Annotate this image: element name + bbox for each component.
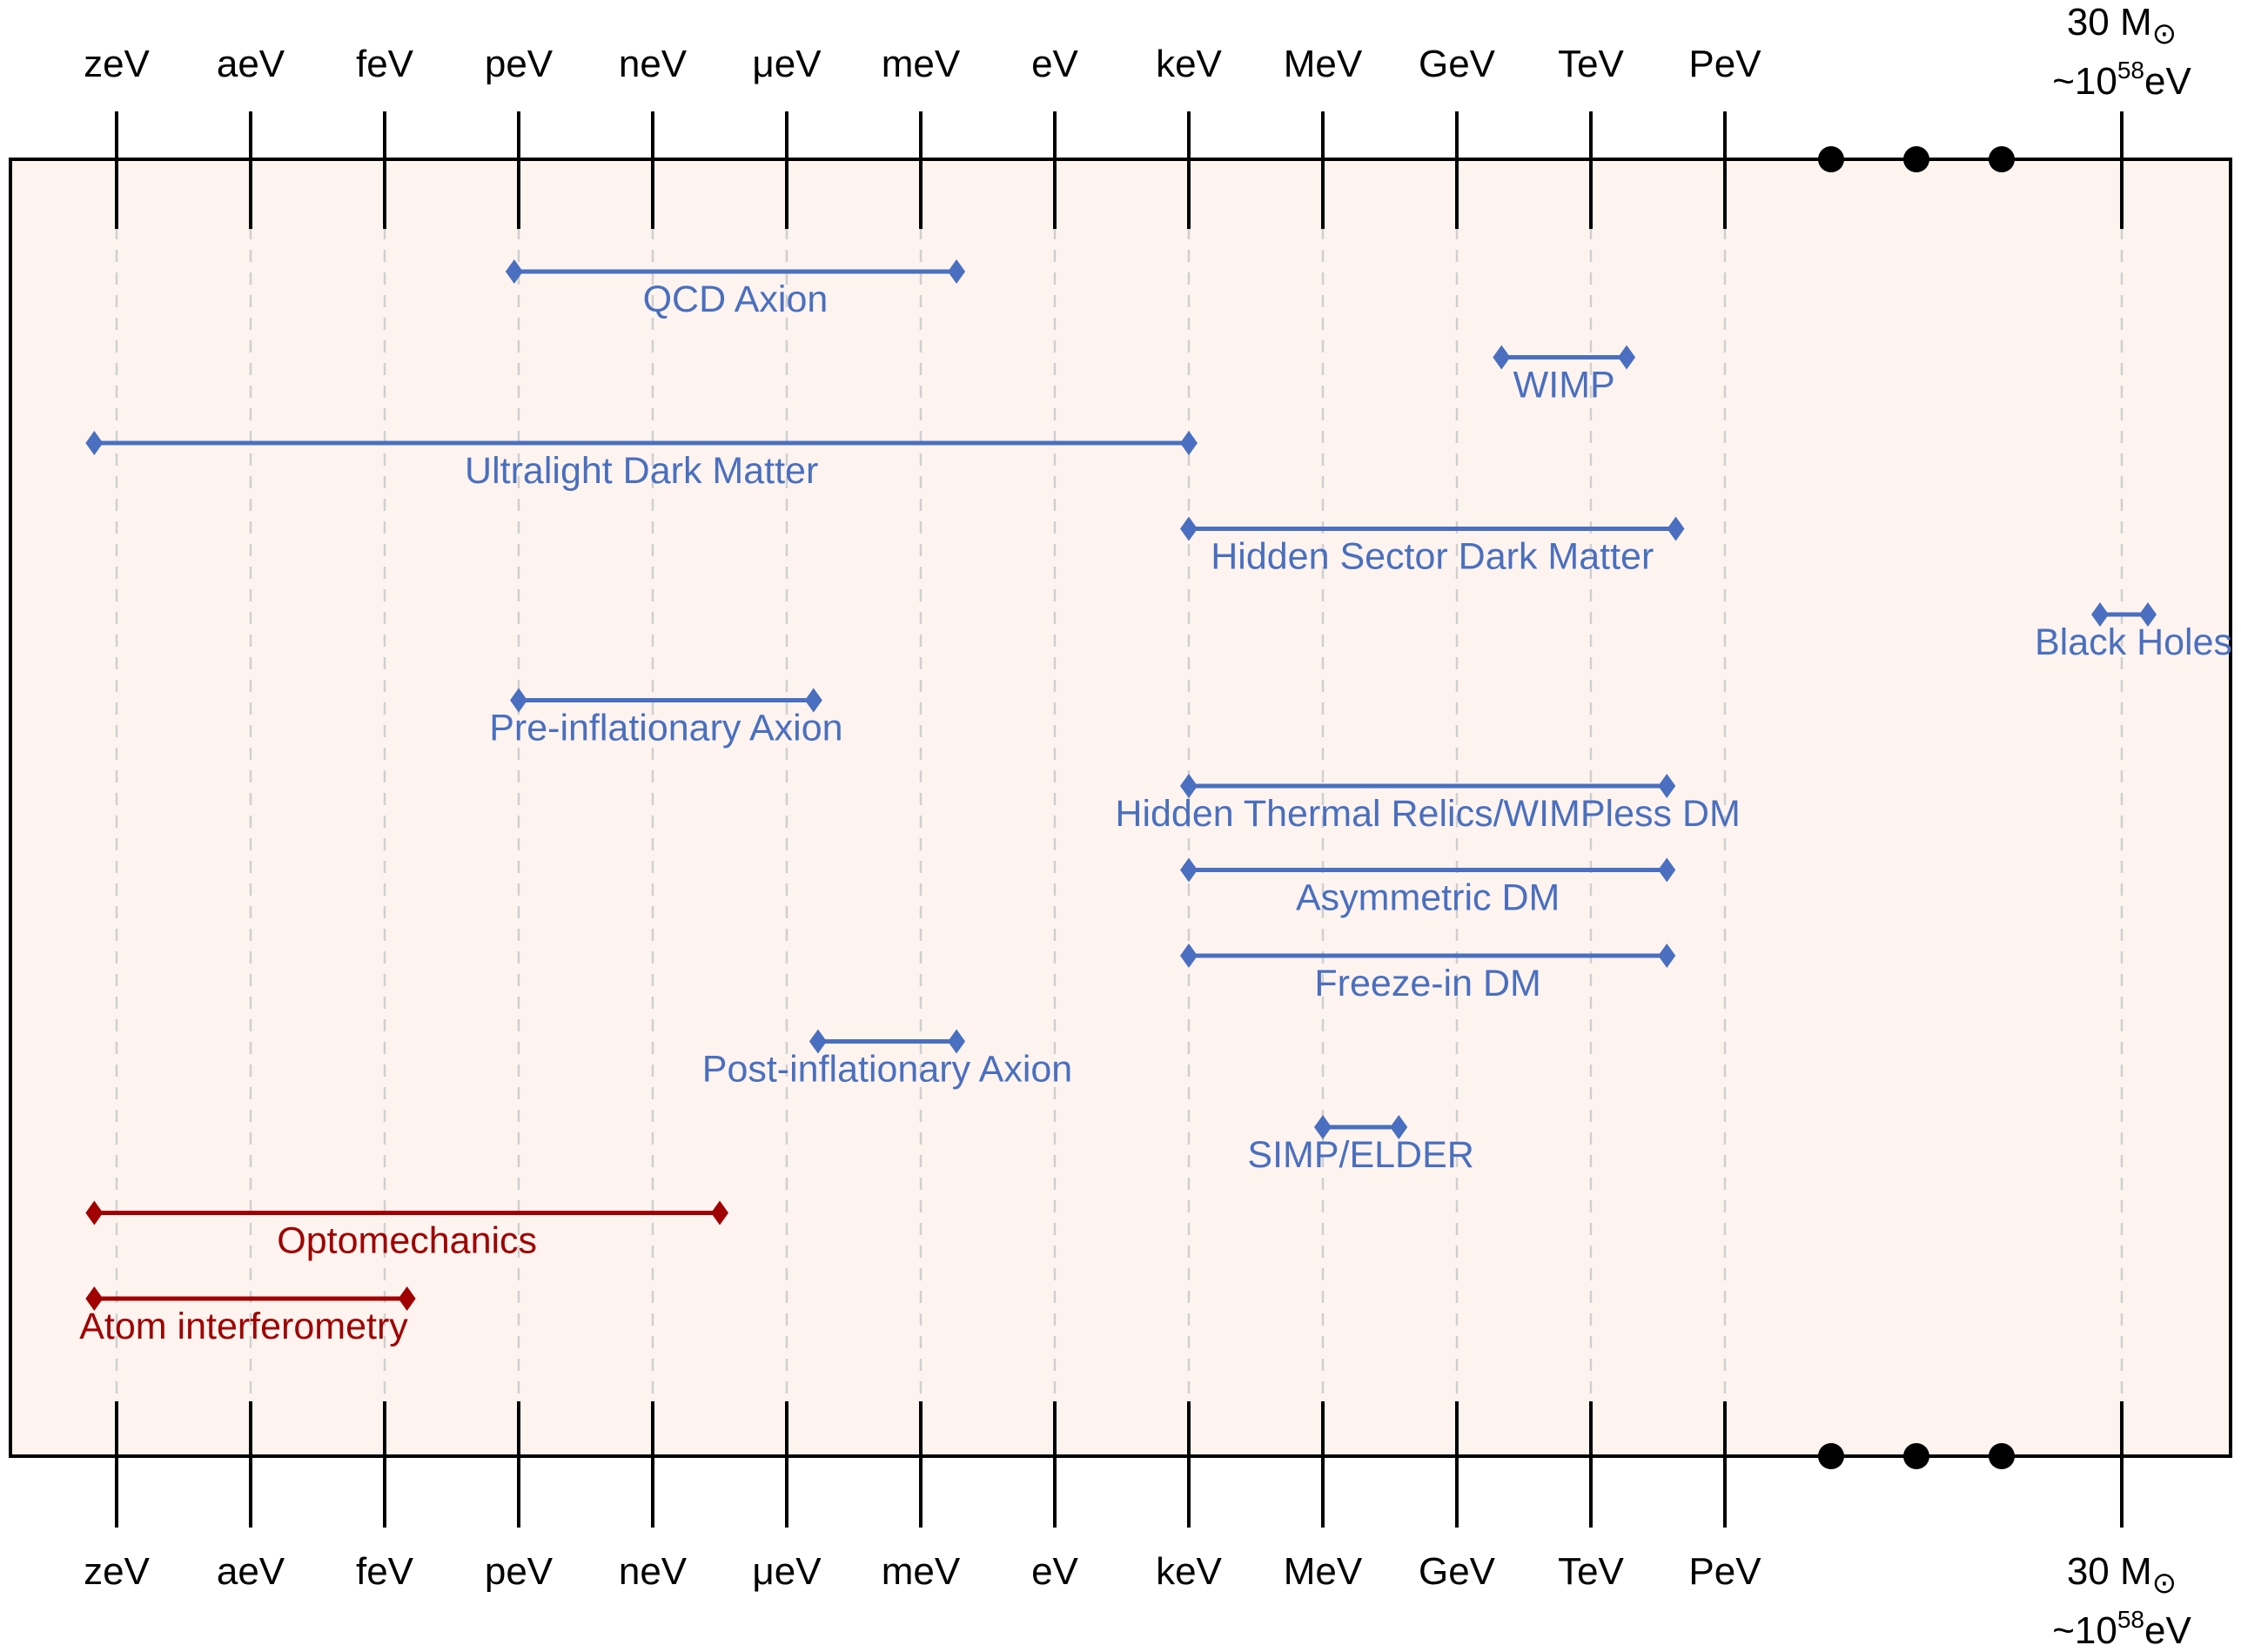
ranges (85, 259, 2157, 1311)
far-tick-mass: 30 M (2067, 1, 2152, 44)
range-label: Atom interferometry (79, 1306, 408, 1347)
range-end-marker (948, 259, 966, 284)
tick-label-bottom: feV (356, 1550, 414, 1593)
axis-break-dot-top (1818, 146, 1844, 172)
sun-symbol-icon: ⊙ (2152, 17, 2177, 50)
range-end-marker (1180, 431, 1198, 455)
range-label: WIMP (1513, 365, 1615, 406)
tick-label-top: aeV (217, 43, 285, 85)
tick-label-top: TeV (1558, 43, 1624, 85)
tick-label-bottom: zeV (84, 1550, 150, 1593)
range-end-marker (1618, 345, 1636, 370)
range-start-marker (1493, 345, 1511, 370)
range-start-marker (85, 431, 104, 455)
range-label: Freeze-in DM (1314, 963, 1540, 1004)
tick-label-top: meV (882, 43, 961, 85)
tick-label-top: PeV (1688, 43, 1761, 85)
range-end-marker (1390, 1115, 1408, 1139)
far-tick-label-line2-bottom: ~1058eV (2052, 1606, 2191, 1652)
range-label: Asymmetric DM (1296, 877, 1560, 919)
range-start-marker (510, 688, 527, 713)
sun-symbol-icon: ⊙ (2152, 1567, 2177, 1600)
range-start-marker (1314, 1115, 1332, 1139)
axis-break-dot-bottom (1818, 1443, 1844, 1469)
labels: zeV zeV aeV aeV feV feV peV peV neV neV μeV μeV meV m… (79, 1, 2241, 1652)
range-label: Hidden Sector Dark Matter (1211, 536, 1654, 578)
tick-label-top: zeV (84, 43, 150, 85)
range-start-marker (1180, 516, 1198, 541)
range-end-marker (1658, 857, 1676, 883)
range-start-marker (1180, 944, 1198, 968)
plot-area (9, 158, 2232, 1458)
range-end-marker (398, 1286, 416, 1311)
range-start-marker (85, 1200, 104, 1226)
tick-label-top: eV (1031, 43, 1078, 85)
axis-break-dot-bottom (1989, 1443, 2015, 1469)
far-tick-label-line1-top: 30 M⊙ (2067, 1, 2177, 50)
tick-label-bottom: eV (1031, 1550, 1078, 1593)
tick-label-top: MeV (1284, 43, 1363, 85)
tick-label-bottom: GeV (1419, 1550, 1496, 1593)
tick-label-top: keV (1156, 43, 1222, 85)
range-start-marker (1180, 857, 1198, 883)
far-tick-label-line1-bottom: 30 M⊙ (2067, 1550, 2177, 1600)
range-label: Hidden Thermal Relics/WIMPless DM (1115, 793, 1740, 835)
far-tick-exponent: 58 (2117, 1606, 2144, 1633)
range-end-marker (1658, 944, 1676, 968)
range-end-marker (711, 1200, 728, 1226)
far-tick-exponent: 58 (2117, 57, 2144, 84)
axis-ticks (115, 111, 2124, 1528)
range-end-marker (948, 1029, 966, 1054)
tick-label-bottom: μeV (752, 1550, 822, 1593)
range-start-marker (809, 1029, 827, 1054)
range-label: Pre-inflationary Axion (489, 708, 842, 749)
range-end-marker (804, 688, 822, 713)
range-start-marker (1180, 774, 1198, 798)
far-tick-prefix: ~10 (2052, 1609, 2117, 1652)
range-start-marker (85, 1286, 104, 1311)
tick-label-bottom: aeV (217, 1550, 285, 1593)
tick-label-bottom: MeV (1284, 1550, 1363, 1593)
range-label: Post-inflationary Axion (702, 1049, 1072, 1091)
range-label: QCD Axion (643, 279, 829, 320)
tick-label-bottom: PeV (1688, 1550, 1761, 1593)
axis-break-dot-top (1903, 146, 1929, 172)
tick-label-bottom: neV (619, 1550, 688, 1593)
far-tick-label-line2-top: ~1058eV (2052, 57, 2191, 103)
axis-break-dot-bottom (1903, 1443, 1929, 1469)
tick-label-top: peV (485, 43, 554, 85)
range-end-marker (2139, 602, 2157, 627)
far-tick-unit: eV (2144, 60, 2191, 103)
tick-label-top: GeV (1419, 43, 1496, 85)
tick-label-bottom: meV (882, 1550, 961, 1593)
axis-break-marker: • • • (2236, 1646, 2241, 1650)
axis-break-dot-top (1989, 146, 2015, 172)
tick-label-top: feV (356, 43, 414, 85)
tick-label-bottom: peV (485, 1550, 554, 1593)
range-end-marker (1667, 516, 1685, 541)
far-tick-unit: eV (2144, 1609, 2191, 1652)
tick-label-bottom: TeV (1558, 1550, 1624, 1593)
range-label: Black Holes (2035, 621, 2232, 663)
range-label: SIMP/ELDER (1247, 1134, 1473, 1176)
range-start-marker (505, 259, 523, 284)
tick-label-top: neV (619, 43, 688, 85)
far-tick-prefix: ~10 (2052, 60, 2117, 103)
tick-label-bottom: keV (1156, 1550, 1222, 1593)
range-label: Optomechanics (277, 1220, 537, 1262)
range-label: Ultralight Dark Matter (465, 450, 818, 492)
tick-label-top: μeV (752, 43, 822, 85)
far-tick-mass: 30 M (2067, 1550, 2152, 1593)
range-start-marker (2091, 602, 2109, 627)
range-end-marker (1658, 774, 1676, 798)
